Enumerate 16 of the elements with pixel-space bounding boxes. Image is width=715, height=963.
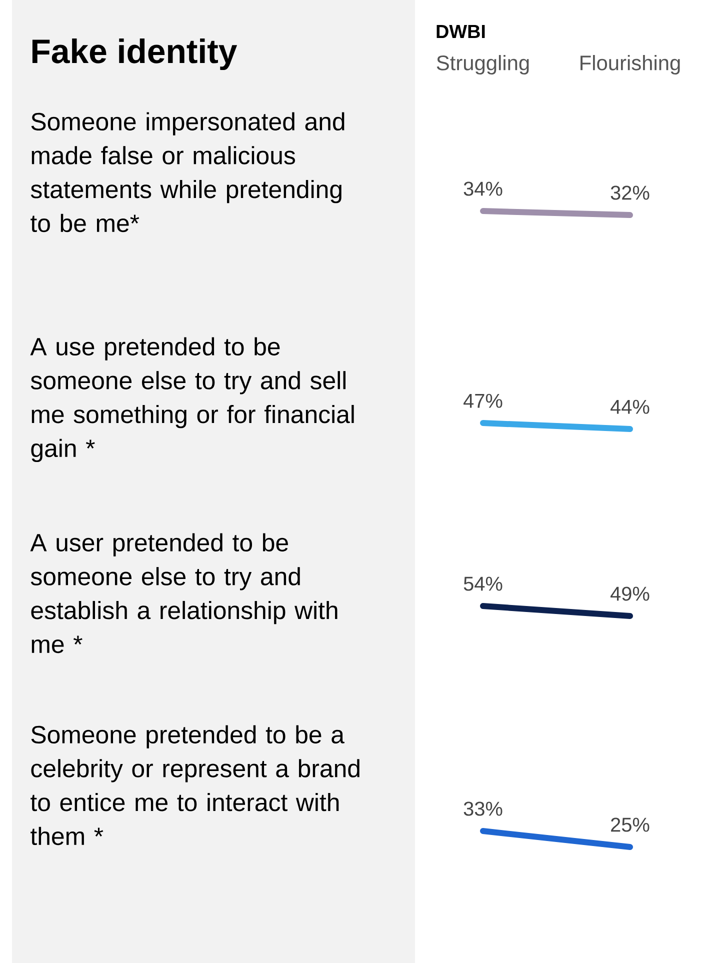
data-label: 33% <box>464 802 502 816</box>
x-axis-title: DWBI <box>436 24 485 38</box>
data-label: 25% <box>611 818 650 832</box>
x-tick-label: Struggling <box>436 54 529 74</box>
text: Someone impersonated and made false or malicious statements while pretending to be me* <box>30 112 344 232</box>
data-label: 34% <box>464 182 502 196</box>
data-label: 32% <box>610 186 650 200</box>
data-label: 44% <box>610 400 650 414</box>
x-tick-label: Flourishing <box>580 54 680 74</box>
data-label: 54% <box>464 576 502 591</box>
text: A use pretended to be someone else to try and sell me something or for financial gain * <box>30 337 354 462</box>
text: Someone pretended to be a celebrity or represent a brand to entice me to interact with them * <box>30 725 360 846</box>
text: Fake identity <box>32 38 238 70</box>
data-label: 49% <box>610 586 650 601</box>
text: A user pretended to be someone else to try and establish a relationship with me * <box>30 533 338 654</box>
data-label: 47% <box>464 394 502 408</box>
